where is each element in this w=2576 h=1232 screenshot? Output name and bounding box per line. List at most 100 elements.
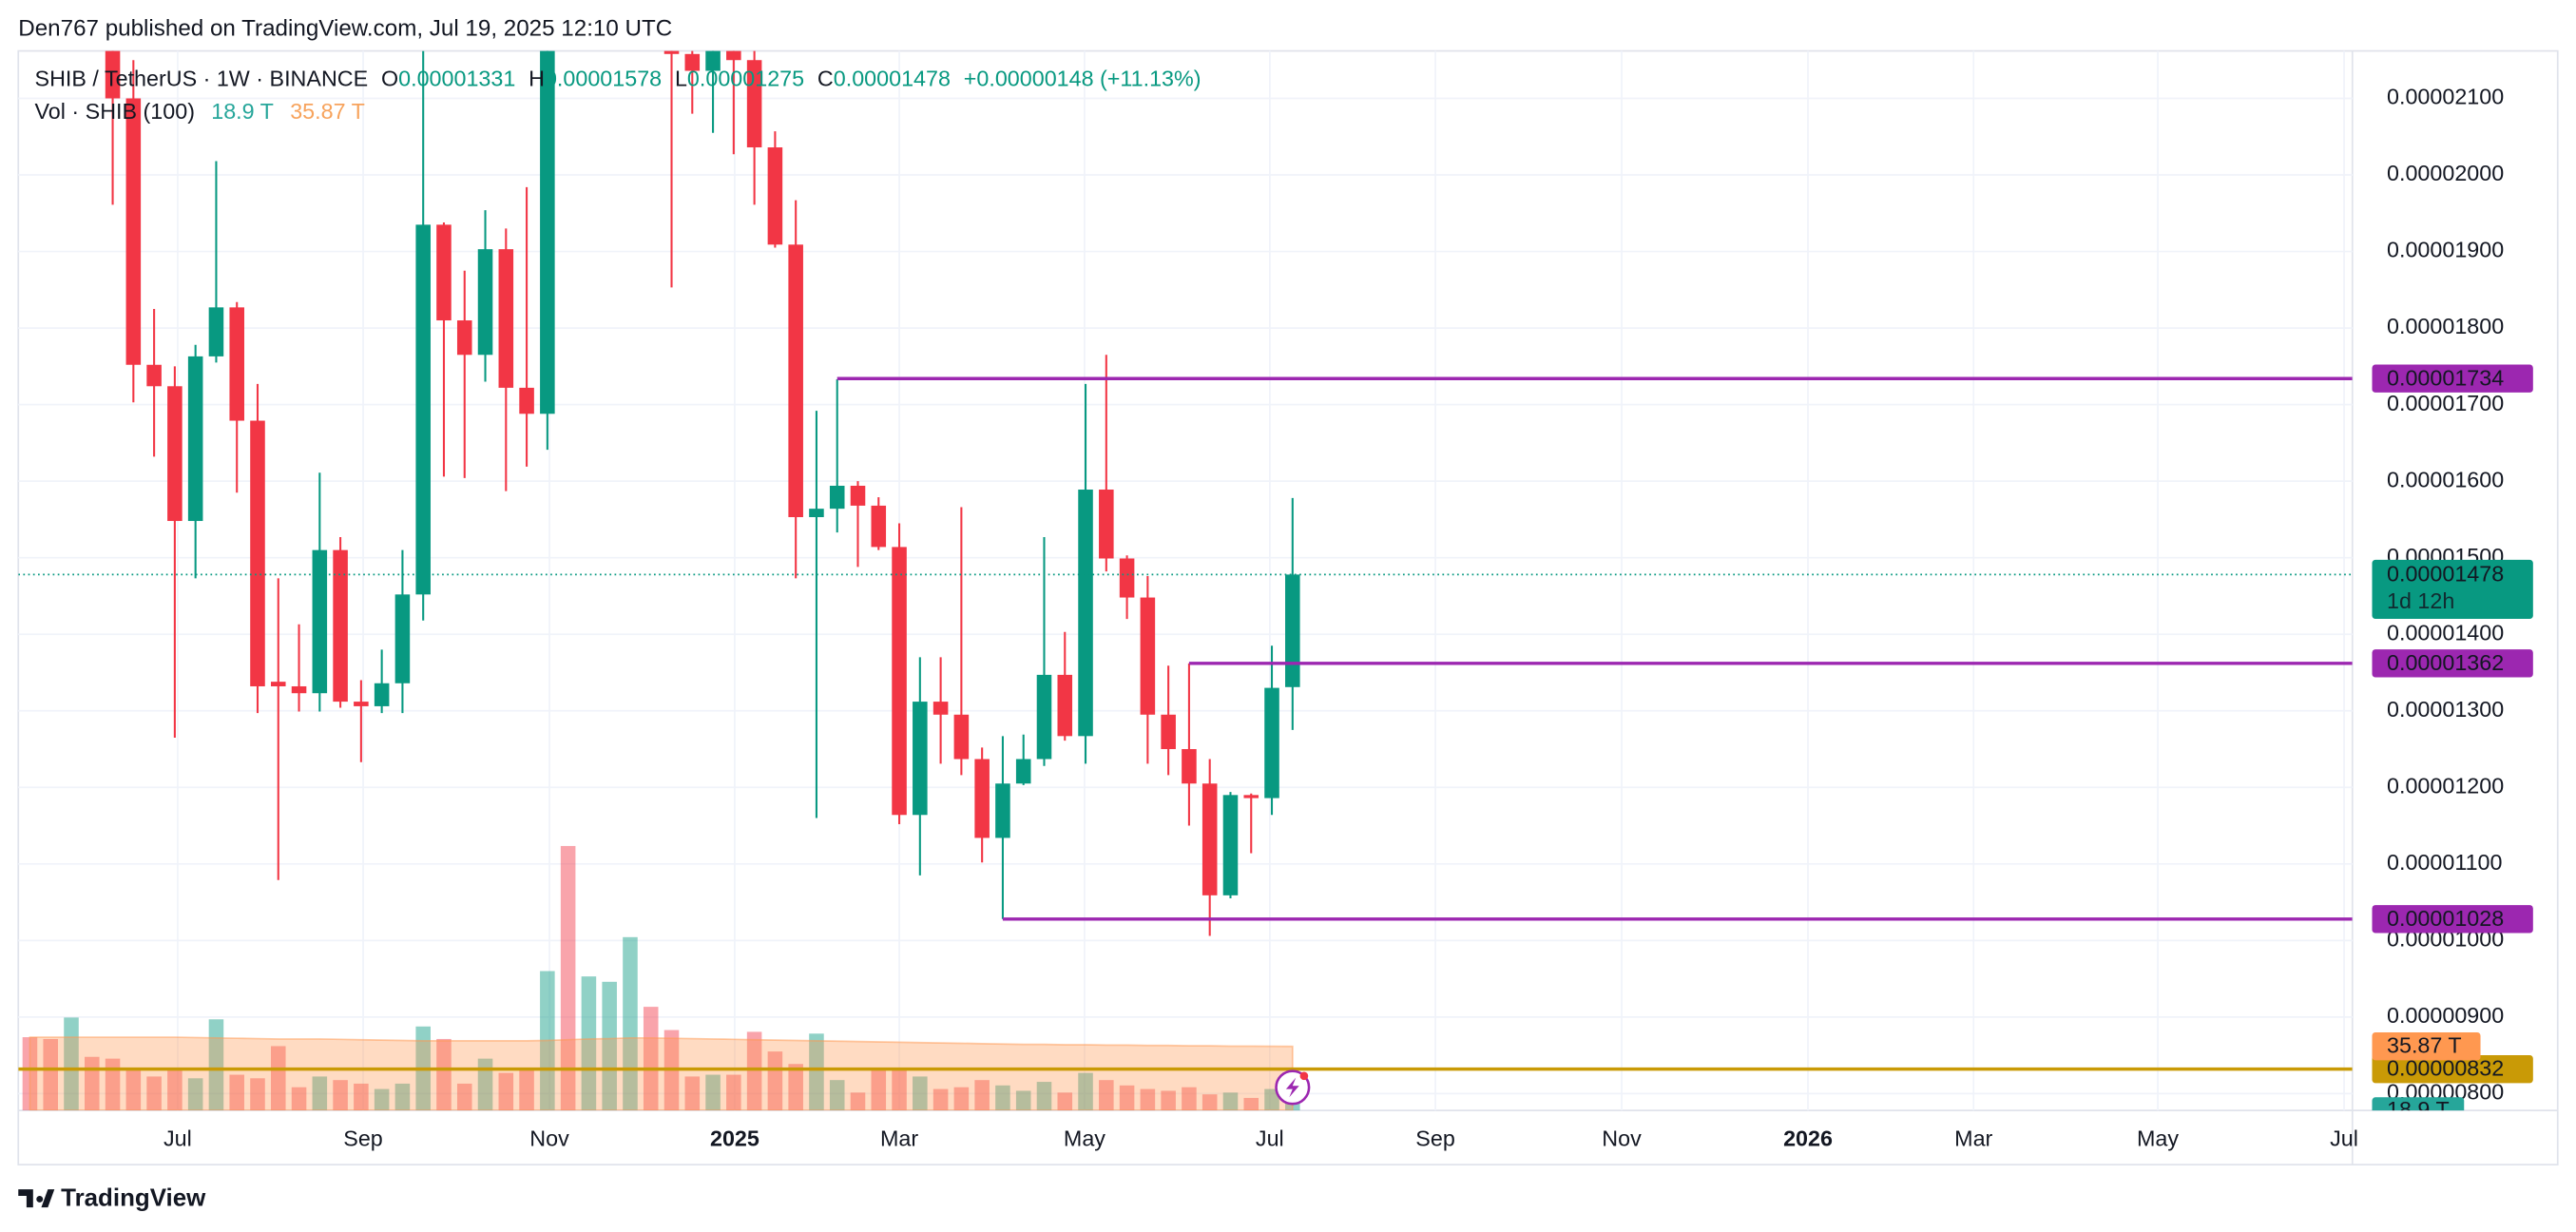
volume-bar [581, 976, 597, 1111]
candle-body [1285, 574, 1300, 687]
volume-bar [767, 1051, 783, 1111]
price-labels: 0.000017340.000013620.000010280.00000832… [2372, 364, 2533, 1122]
close-key: C [817, 67, 834, 91]
replay-dot [1299, 1071, 1309, 1081]
candle-body [270, 682, 286, 686]
logo-mark [18, 1189, 55, 1208]
candle-body [498, 249, 514, 388]
volume-bar [1119, 1085, 1135, 1111]
volume-bar [187, 1078, 203, 1111]
candle-body [374, 683, 390, 706]
volume-bar [43, 1038, 59, 1111]
candle-body [726, 50, 741, 61]
candle-body [519, 387, 534, 414]
x-tick-label: 2025 [710, 1126, 759, 1150]
y-tick-label: 0.00000900 [2387, 1003, 2504, 1028]
x-tick-label: Sep [343, 1126, 382, 1150]
candle-body [871, 505, 887, 548]
candle-body [415, 224, 431, 595]
y-tick-label: 0.00001300 [2387, 697, 2504, 722]
x-tick-label: Nov [1602, 1126, 1642, 1150]
volume-bar [1140, 1088, 1156, 1111]
volume-bar [1015, 1090, 1031, 1111]
volume-bar [125, 1068, 142, 1111]
candle-body [250, 420, 265, 686]
candle-body [892, 547, 907, 816]
countdown-label: 1d 12h [2387, 588, 2454, 613]
candle-body [354, 702, 369, 706]
level-label: 0.00001362 [2387, 650, 2504, 675]
volume-bar [809, 1033, 824, 1111]
volume-bar [105, 1058, 121, 1111]
y-tick-label: 0.00001700 [2387, 391, 2504, 415]
candle-body [394, 594, 411, 683]
volume-axis-label: 18.9 T [2387, 1097, 2450, 1122]
x-tick-label: May [1064, 1126, 1105, 1150]
symbol-title: SHIB / TetherUS · 1W · BINANCE [35, 67, 369, 91]
volume-bar [208, 1019, 224, 1111]
volume-bar [498, 1072, 514, 1111]
candle-body [208, 307, 224, 356]
candle-body [1015, 759, 1031, 784]
volume-bar [436, 1038, 452, 1111]
legend-volume: Vol · SHIB (100) 18.9 T 35.87 T [35, 99, 365, 124]
volume-bar [746, 1031, 762, 1111]
level-label-box [2372, 905, 2533, 934]
replay-bolt [1285, 1077, 1299, 1098]
x-tick-label: Mar [1954, 1126, 1992, 1150]
price-axis: 0.000008000.000009000.000010000.00001100… [2387, 85, 2504, 1105]
current-price-label: 0.00001478 [2387, 561, 2504, 586]
candle-body [809, 509, 824, 518]
y-tick-label: 0.00001900 [2387, 238, 2504, 262]
volume-bar [560, 845, 576, 1111]
volume-bar [291, 1087, 307, 1111]
volume-ma-value: 35.87 T [290, 99, 365, 124]
volume-bar [312, 1076, 328, 1111]
volume-bar [1222, 1092, 1239, 1111]
volume-bar [333, 1080, 348, 1111]
volume-bar [250, 1078, 265, 1111]
volume-bar [932, 1088, 949, 1111]
publisher-line: Den767 published on TradingView.com, Jul… [18, 15, 672, 41]
volume-bar [354, 1083, 369, 1111]
volume-bar [995, 1085, 1010, 1111]
candle-body [684, 53, 701, 71]
volume-bar [1036, 1082, 1052, 1111]
candle-body [829, 485, 845, 510]
volume-bar [519, 1068, 534, 1111]
candle-body [456, 320, 472, 356]
candle-body [705, 50, 721, 71]
candle-body [167, 386, 183, 522]
volume-bar [788, 1064, 803, 1111]
candle-body [229, 307, 244, 421]
legend-main: SHIB / TetherUS · 1W · BINANCE O0.0000133… [35, 67, 1201, 91]
volume-value: 18.9 T [211, 99, 274, 124]
high-key: H [529, 67, 545, 91]
candle-body [1201, 783, 1218, 895]
y-tick-label: 0.00001400 [2387, 620, 2504, 645]
volume-bar [270, 1046, 286, 1111]
candle-body [1161, 714, 1176, 750]
current-price-box [2372, 559, 2533, 620]
y-tick-label: 0.00002100 [2387, 85, 2504, 109]
candle-body [1264, 687, 1279, 799]
candle-body [477, 249, 493, 356]
open-value: 0.00001331 [398, 67, 515, 91]
y-tick-label: 0.00001600 [2387, 467, 2504, 491]
candle-body [146, 364, 162, 387]
candle-body [1182, 749, 1197, 784]
low-value: 0.00001275 [687, 67, 804, 91]
volume-bar [892, 1068, 907, 1111]
volume-ma-area [29, 1036, 1294, 1111]
tradingview-logo: TradingView [18, 1184, 206, 1211]
volume-bar [1201, 1094, 1218, 1111]
x-tick-label: Jul [1256, 1126, 1284, 1150]
volume-bar [602, 981, 617, 1111]
footer-brand: TradingView [61, 1184, 206, 1211]
level-label-box [2372, 364, 2533, 393]
level-label: 0.00001734 [2387, 365, 2504, 390]
plot-area [18, 50, 2353, 1111]
volume-bar [953, 1087, 970, 1111]
